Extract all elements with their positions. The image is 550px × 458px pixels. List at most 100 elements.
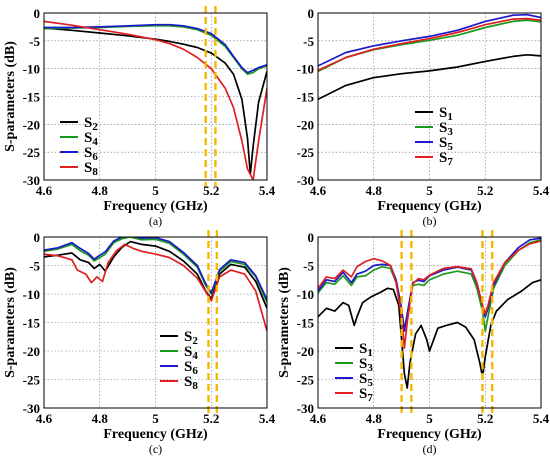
y-tick-label: 0 xyxy=(308,230,315,245)
plot-frame xyxy=(43,12,268,181)
x-tick-label: 5 xyxy=(152,411,159,426)
series-line-S7 xyxy=(318,17,541,72)
series-line-S1 xyxy=(318,53,541,101)
plot-frame xyxy=(317,12,542,181)
y-tick-label: -30 xyxy=(297,401,314,416)
x-tick-label: 4.8 xyxy=(366,183,383,198)
y-tick-label: 0 xyxy=(34,6,41,21)
y-axis-label: S-parameters (dB) xyxy=(3,267,18,378)
y-axis-label: S-parameters (dB) xyxy=(3,41,18,152)
x-tick-label: 5.4 xyxy=(533,411,550,426)
y-tick-label: 0 xyxy=(34,230,41,245)
panel-c: 0 -5 -10 -15 -20 -25 -304.6 4.8 5 5.2 5.4 Frequency… xyxy=(3,230,276,456)
y-tick-label: -5 xyxy=(29,259,40,274)
x-tick-label: 4.6 xyxy=(36,411,53,426)
x-tick-label: 5 xyxy=(426,183,433,198)
panel-d: 0 -5 -10 -15 -20 -25 -304.6 4.8 5 5.2 5.4 Frequency… xyxy=(277,230,550,456)
x-tick-label: 4.8 xyxy=(366,411,383,426)
x-axis-label: Frequency (GHz) xyxy=(377,199,482,214)
panel-label: (a) xyxy=(149,214,162,228)
legend-label-subscript: 7 xyxy=(447,156,453,168)
y-tick-label: -10 xyxy=(23,62,40,77)
y-tick-label: -10 xyxy=(297,287,314,302)
y-tick-label: -15 xyxy=(297,316,315,331)
x-tick-label: 4.8 xyxy=(92,411,109,426)
y-tick-label: -10 xyxy=(23,287,40,302)
series-line-S8 xyxy=(44,20,267,180)
y-tick-label: -5 xyxy=(29,34,40,49)
series-line-S3 xyxy=(318,238,541,332)
legend-label-subscript: 4 xyxy=(92,136,98,148)
y-tick-label: -25 xyxy=(297,145,315,160)
y-tick-label: -15 xyxy=(23,316,41,331)
y-tick-label: -10 xyxy=(297,62,314,77)
x-tick-label: 5.4 xyxy=(533,183,550,198)
legend-label-subscript: 5 xyxy=(447,141,453,153)
x-tick-label: 5.4 xyxy=(259,411,276,426)
series-line-S7 xyxy=(318,240,541,349)
series-line-S4 xyxy=(44,237,267,303)
x-tick-label: 4.8 xyxy=(92,183,109,198)
panel-label: (b) xyxy=(423,214,437,228)
series-line-S6 xyxy=(44,237,267,301)
x-axis-label: Frequency (GHz) xyxy=(103,199,208,214)
y-tick-label: -20 xyxy=(297,344,314,359)
x-axis-label: Frequency (GHz) xyxy=(103,427,208,442)
x-axis-label: Frequency (GHz) xyxy=(377,427,482,442)
x-tick-label: 5.2 xyxy=(477,411,493,426)
plot-frame xyxy=(317,236,542,409)
x-tick-label: 5.2 xyxy=(477,183,493,198)
y-tick-label: 0 xyxy=(308,6,315,21)
series-line-S6 xyxy=(44,23,267,74)
legend-label-subscript: 8 xyxy=(192,380,198,392)
legend-label-subscript: 1 xyxy=(367,347,373,359)
x-tick-label: 5 xyxy=(426,411,433,426)
y-tick-label: -20 xyxy=(297,117,314,132)
y-tick-label: -25 xyxy=(23,373,41,388)
x-tick-label: 4.6 xyxy=(310,183,327,198)
y-tick-label: -5 xyxy=(303,259,314,274)
x-tick-label: 4.6 xyxy=(310,411,327,426)
series-line-S1 xyxy=(318,278,541,389)
y-tick-label: -5 xyxy=(303,34,314,49)
legend-label-subscript: 1 xyxy=(447,111,453,123)
y-tick-label: -15 xyxy=(297,90,315,105)
x-tick-label: 5.4 xyxy=(259,183,276,198)
panel-b: 0 -5 -10 -15 -20 -25 -304.6 4.8 5 5.2 5.4 Frequency… xyxy=(297,6,550,228)
legend-label-subscript: 2 xyxy=(92,121,98,133)
legend-label-subscript: 3 xyxy=(447,126,453,138)
x-tick-label: 5.2 xyxy=(203,411,219,426)
legend-label-subscript: 6 xyxy=(192,365,198,377)
series-line-S2 xyxy=(44,27,267,176)
series-line-S2 xyxy=(44,240,267,309)
series-line-S8 xyxy=(44,243,267,332)
y-tick-label: -15 xyxy=(23,90,41,105)
x-tick-label: 5 xyxy=(152,183,159,198)
legend-label-subscript: 6 xyxy=(92,151,98,163)
legend-label-subscript: 8 xyxy=(92,166,98,178)
x-tick-label: 5.2 xyxy=(203,183,219,198)
legend-label-subscript: 2 xyxy=(192,335,198,347)
legend-label-subscript: 3 xyxy=(367,362,373,374)
panel-label: (c) xyxy=(149,442,162,456)
panel-label: (d) xyxy=(423,442,437,456)
legend-label-subscript: 4 xyxy=(192,350,198,362)
panel-a: 0 -5 -10 -15 -20 -25 -304.6 4.8 5 5.2 5.4 Frequency… xyxy=(3,6,276,228)
plot-frame xyxy=(43,236,268,409)
legend-label-subscript: 7 xyxy=(367,392,373,404)
y-tick-label: -30 xyxy=(23,173,40,188)
series-line-S5 xyxy=(318,13,541,67)
y-axis-label: S-parameters (dB) xyxy=(277,267,292,378)
y-tick-label: -20 xyxy=(23,344,40,359)
y-tick-label: -30 xyxy=(297,173,314,188)
x-tick-label: 4.6 xyxy=(36,183,53,198)
y-tick-label: -25 xyxy=(297,373,315,388)
y-tick-label: -25 xyxy=(23,145,41,160)
y-tick-label: -20 xyxy=(23,117,40,132)
legend-label-subscript: 5 xyxy=(367,377,373,389)
y-tick-label: -30 xyxy=(23,401,40,416)
